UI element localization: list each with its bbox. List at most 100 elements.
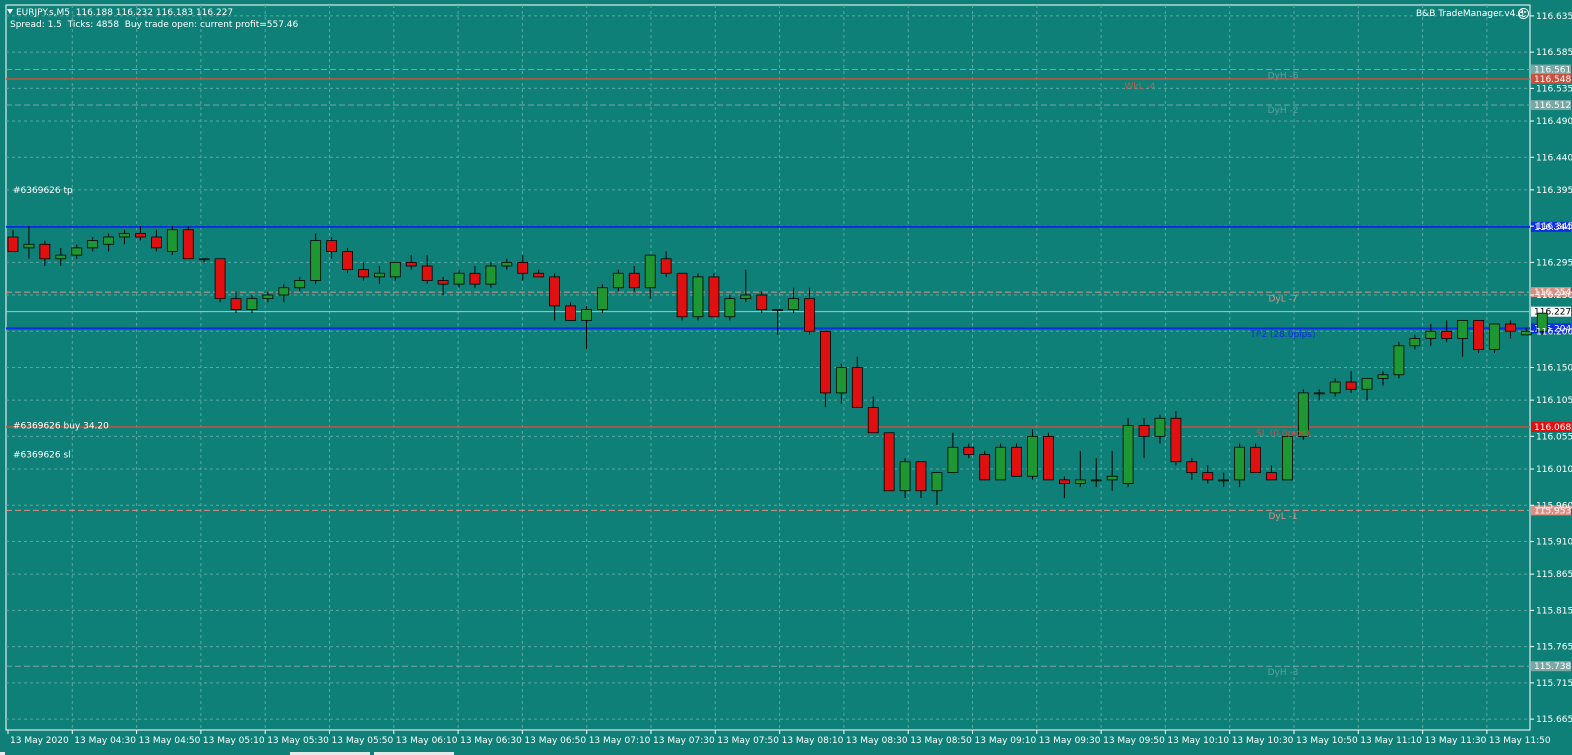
candle[interactable]: [740, 269, 752, 303]
candle[interactable]: [1282, 435, 1293, 481]
candle[interactable]: [87, 237, 99, 252]
candle[interactable]: [581, 305, 592, 350]
candle[interactable]: [756, 291, 768, 314]
candle[interactable]: [1250, 443, 1261, 474]
candle[interactable]: [1122, 418, 1134, 488]
candle[interactable]: [979, 450, 991, 481]
candle[interactable]: [676, 272, 688, 321]
candle[interactable]: [692, 273, 704, 321]
candle[interactable]: [1313, 389, 1325, 401]
candle[interactable]: [1377, 371, 1389, 386]
candle[interactable]: [150, 229, 162, 252]
candle[interactable]: [358, 262, 369, 281]
candle[interactable]: [342, 247, 353, 274]
candle[interactable]: [1234, 443, 1246, 488]
candle[interactable]: [230, 291, 242, 314]
candle[interactable]: [1361, 377, 1373, 401]
candle[interactable]: [246, 295, 258, 314]
candle[interactable]: [1536, 312, 1548, 335]
candle[interactable]: [469, 266, 481, 288]
candle[interactable]: [517, 255, 529, 281]
candle[interactable]: [166, 226, 178, 256]
candle[interactable]: [835, 363, 847, 404]
candle[interactable]: [1505, 320, 1516, 339]
candle[interactable]: [1011, 443, 1022, 477]
candle[interactable]: [1154, 414, 1166, 444]
candle[interactable]: [405, 255, 417, 270]
candle[interactable]: [1106, 450, 1118, 491]
candle[interactable]: [326, 237, 338, 259]
candle[interactable]: [1186, 458, 1198, 480]
candle[interactable]: [628, 266, 640, 292]
candle[interactable]: [724, 295, 736, 321]
candle[interactable]: [804, 287, 815, 335]
candle[interactable]: [1074, 450, 1086, 488]
candle[interactable]: [565, 302, 576, 321]
candle[interactable]: [421, 255, 433, 285]
candle[interactable]: [453, 269, 465, 288]
candle[interactable]: [1345, 371, 1357, 393]
candle[interactable]: [1090, 458, 1102, 488]
candle[interactable]: [389, 261, 401, 281]
candle[interactable]: [1457, 319, 1469, 357]
chart-tab-2[interactable]: [374, 752, 454, 755]
candle[interactable]: [278, 284, 290, 303]
chart-tab-left[interactable]: [0, 752, 5, 755]
candle[interactable]: [947, 432, 959, 474]
candle[interactable]: [1425, 324, 1437, 346]
candle[interactable]: [23, 226, 35, 259]
candle[interactable]: [1297, 389, 1309, 440]
candle[interactable]: [39, 240, 51, 266]
candle[interactable]: [931, 472, 943, 506]
candle[interactable]: [182, 226, 194, 260]
candle[interactable]: [1202, 465, 1214, 484]
chart-tab-1[interactable]: [290, 752, 370, 755]
candle[interactable]: [708, 273, 720, 318]
candle[interactable]: [71, 244, 83, 259]
candle[interactable]: [135, 226, 146, 241]
candle[interactable]: [851, 356, 863, 408]
candle[interactable]: [1266, 465, 1277, 481]
candle[interactable]: [55, 247, 67, 266]
candle[interactable]: [1058, 476, 1070, 498]
candle[interactable]: [1473, 319, 1484, 353]
candle[interactable]: [1409, 334, 1421, 350]
candle[interactable]: [119, 229, 130, 245]
candle[interactable]: [1170, 411, 1182, 466]
candle[interactable]: [1441, 320, 1453, 343]
candle[interactable]: [883, 432, 895, 492]
candle[interactable]: [597, 284, 608, 314]
candle[interactable]: [1027, 429, 1038, 480]
candle[interactable]: [612, 269, 624, 292]
candle[interactable]: [1489, 323, 1500, 353]
candle[interactable]: [963, 443, 975, 459]
candle[interactable]: [1043, 432, 1054, 481]
candle[interactable]: [995, 443, 1007, 481]
candle[interactable]: [660, 251, 672, 277]
candle[interactable]: [485, 262, 497, 288]
candle[interactable]: [644, 254, 656, 299]
candle[interactable]: [788, 287, 799, 314]
candle[interactable]: [867, 396, 879, 434]
candle[interactable]: [214, 258, 226, 303]
candle[interactable]: [820, 330, 831, 408]
candle[interactable]: [437, 276, 449, 295]
candle[interactable]: [899, 458, 911, 498]
candle[interactable]: [294, 276, 306, 292]
candle[interactable]: [1393, 342, 1405, 379]
candle[interactable]: [915, 461, 927, 498]
candle[interactable]: [262, 291, 274, 303]
candle[interactable]: [103, 233, 114, 252]
candle[interactable]: [1218, 472, 1230, 488]
candle[interactable]: [373, 266, 385, 285]
candle[interactable]: [1520, 327, 1532, 336]
chart-menu-icon[interactable]: [7, 9, 13, 14]
candle[interactable]: [310, 233, 322, 285]
candle[interactable]: [501, 258, 513, 270]
candle[interactable]: [7, 229, 19, 252]
candle[interactable]: [1138, 418, 1150, 459]
candle[interactable]: [533, 269, 545, 278]
candle[interactable]: [549, 273, 561, 321]
candle[interactable]: [1329, 378, 1341, 397]
